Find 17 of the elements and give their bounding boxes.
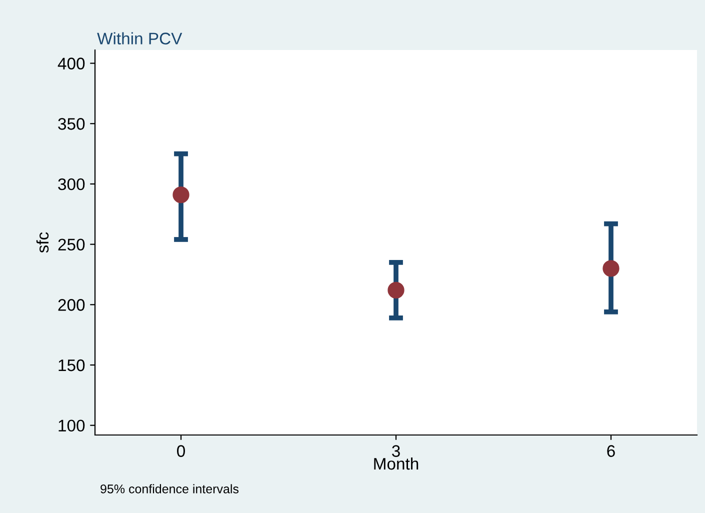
y-axis-title: sfc bbox=[36, 232, 49, 253]
point bbox=[602, 260, 620, 277]
point bbox=[388, 282, 404, 299]
x-tick-label: 3 bbox=[392, 445, 400, 457]
y-tick-label: 100 bbox=[58, 420, 85, 432]
y-tick-label: 350 bbox=[58, 118, 85, 130]
chart-title: Within PCV bbox=[97, 32, 182, 44]
y-tick-label: 150 bbox=[58, 359, 85, 372]
y-tick-label: 250 bbox=[58, 238, 85, 251]
y-tick-label: 400 bbox=[58, 58, 85, 70]
y-tick-label: 300 bbox=[58, 178, 85, 190]
y-tick-label: 200 bbox=[58, 299, 85, 311]
point bbox=[172, 186, 190, 204]
text: 95% confidence intervals bbox=[100, 484, 239, 494]
x-tick-label: 6 bbox=[607, 445, 615, 457]
x-tick-label: 0 bbox=[177, 445, 185, 457]
x-axis-title: Month bbox=[374, 457, 418, 470]
